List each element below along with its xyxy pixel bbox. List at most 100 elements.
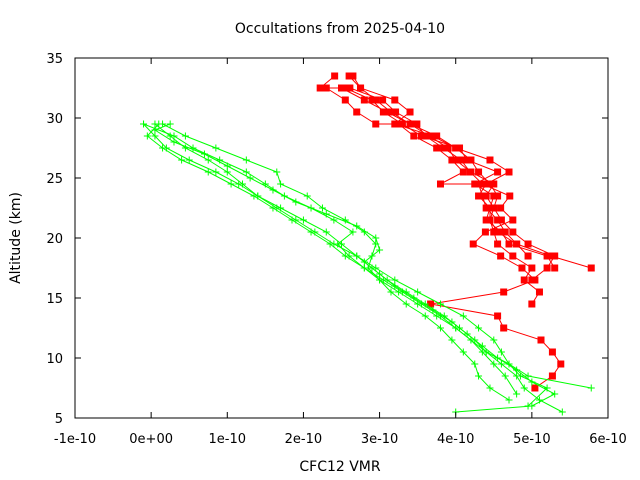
data-point bbox=[322, 84, 330, 92]
data-point bbox=[528, 264, 536, 272]
data-point bbox=[170, 138, 178, 146]
data-point bbox=[204, 168, 212, 176]
data-point bbox=[440, 144, 448, 152]
data-point bbox=[475, 180, 483, 188]
data-point bbox=[528, 276, 536, 284]
data-point bbox=[543, 384, 551, 392]
data-point bbox=[444, 144, 452, 152]
data-point bbox=[494, 312, 502, 320]
data-point bbox=[494, 168, 502, 176]
series-1-line bbox=[345, 87, 556, 269]
data-point bbox=[345, 72, 353, 80]
data-point bbox=[273, 168, 281, 176]
data-point bbox=[482, 180, 490, 188]
data-point bbox=[364, 264, 372, 272]
data-point bbox=[551, 264, 559, 272]
data-point bbox=[353, 108, 361, 116]
data-point bbox=[456, 144, 464, 152]
data-point bbox=[181, 132, 189, 140]
data-point bbox=[402, 288, 410, 296]
data-point bbox=[159, 144, 167, 152]
data-point bbox=[478, 192, 486, 200]
data-point bbox=[478, 348, 486, 356]
data-point bbox=[330, 216, 338, 224]
data-point bbox=[459, 168, 467, 176]
data-point bbox=[372, 120, 380, 128]
data-point bbox=[392, 108, 400, 116]
data-point bbox=[467, 336, 475, 344]
data-point bbox=[501, 228, 509, 236]
data-point bbox=[524, 240, 532, 248]
y-tick-label: 35 bbox=[46, 52, 63, 67]
data-point bbox=[277, 204, 285, 212]
data-point bbox=[520, 276, 528, 284]
data-point bbox=[509, 252, 517, 260]
data-point bbox=[368, 252, 376, 260]
data-point bbox=[159, 120, 167, 128]
series-2-line bbox=[162, 123, 510, 401]
data-point bbox=[501, 372, 509, 380]
data-point bbox=[414, 300, 422, 308]
data-point bbox=[497, 228, 505, 236]
data-point bbox=[490, 192, 498, 200]
data-point bbox=[452, 324, 460, 332]
data-point bbox=[547, 252, 555, 260]
data-point bbox=[387, 288, 395, 296]
data-point bbox=[372, 234, 380, 242]
data-point bbox=[178, 156, 186, 164]
data-point bbox=[481, 228, 489, 236]
data-point bbox=[433, 144, 441, 152]
data-point bbox=[457, 156, 465, 164]
data-point bbox=[478, 180, 486, 188]
data-point bbox=[421, 132, 429, 140]
series-1-line bbox=[318, 75, 562, 389]
data-point bbox=[436, 300, 444, 308]
data-point bbox=[326, 240, 334, 248]
data-point bbox=[475, 372, 483, 380]
data-point bbox=[387, 108, 395, 116]
data-point bbox=[372, 96, 380, 104]
data-point bbox=[482, 216, 490, 224]
data-point bbox=[421, 312, 429, 320]
data-point bbox=[383, 276, 391, 284]
data-point bbox=[413, 120, 421, 128]
data-point bbox=[151, 132, 159, 140]
data-point bbox=[490, 180, 498, 188]
data-point bbox=[433, 312, 441, 320]
data-point bbox=[537, 336, 545, 344]
data-point bbox=[269, 204, 277, 212]
data-point bbox=[212, 144, 220, 152]
data-point bbox=[246, 174, 254, 182]
data-point bbox=[318, 204, 326, 212]
data-point bbox=[429, 132, 437, 140]
data-point bbox=[448, 156, 456, 164]
data-point bbox=[299, 216, 307, 224]
data-point bbox=[497, 360, 505, 368]
data-point bbox=[548, 348, 556, 356]
data-point bbox=[254, 192, 262, 200]
data-point bbox=[433, 132, 441, 140]
data-point bbox=[494, 192, 502, 200]
data-point bbox=[151, 120, 159, 128]
data-point bbox=[346, 84, 354, 92]
y-tick-label: 20 bbox=[46, 232, 63, 247]
data-point bbox=[417, 132, 425, 140]
y-tick-label: 10 bbox=[46, 352, 63, 367]
data-point bbox=[307, 204, 315, 212]
data-point bbox=[548, 372, 556, 380]
data-point bbox=[242, 156, 250, 164]
data-point bbox=[395, 120, 403, 128]
x-tick-label: 1e-10 bbox=[209, 432, 247, 447]
data-point bbox=[557, 360, 565, 368]
data-point bbox=[379, 108, 387, 116]
data-point bbox=[494, 216, 502, 224]
series-2-line bbox=[154, 123, 548, 407]
data-point bbox=[505, 360, 513, 368]
data-point bbox=[427, 300, 435, 308]
data-point bbox=[322, 228, 330, 236]
data-point bbox=[436, 180, 444, 188]
data-point bbox=[334, 240, 342, 248]
data-point bbox=[543, 252, 551, 260]
x-axis-label: CFC12 VMR bbox=[299, 459, 381, 475]
